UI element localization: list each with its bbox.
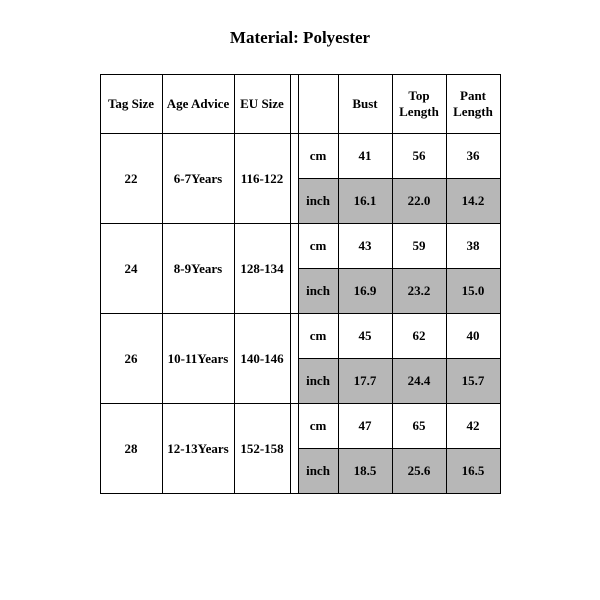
table-row: 2812-13Years152-158cm476542 [100, 404, 500, 449]
cell-top-cm: 62 [392, 314, 446, 359]
cell-bust-inch: 16.1 [338, 179, 392, 224]
cell-unit-cm: cm [298, 134, 338, 179]
col-unit [298, 75, 338, 134]
cell-eu-size: 152-158 [234, 404, 290, 494]
cell-unit-inch: inch [298, 359, 338, 404]
table-row: 2610-11Years140-146cm456240 [100, 314, 500, 359]
cell-eu-size: 128-134 [234, 224, 290, 314]
cell-top-inch: 22.0 [392, 179, 446, 224]
cell-age-advice: 8-9Years [162, 224, 234, 314]
table-row: 248-9Years128-134cm435938 [100, 224, 500, 269]
cell-bust-cm: 41 [338, 134, 392, 179]
cell-unit-inch: inch [298, 269, 338, 314]
cell-top-inch: 24.4 [392, 359, 446, 404]
cell-pant-cm: 42 [446, 404, 500, 449]
cell-top-cm: 59 [392, 224, 446, 269]
cell-bust-cm: 43 [338, 224, 392, 269]
cell-tag-size: 22 [100, 134, 162, 224]
cell-tag-size: 24 [100, 224, 162, 314]
col-eu-size: EU Size [234, 75, 290, 134]
cell-spacer [290, 224, 298, 314]
cell-bust-cm: 47 [338, 404, 392, 449]
cell-spacer [290, 404, 298, 494]
cell-unit-cm: cm [298, 404, 338, 449]
table-header-row: Tag Size Age Advice EU Size Bust TopLeng… [100, 75, 500, 134]
cell-spacer [290, 134, 298, 224]
col-pant-length: PantLength [446, 75, 500, 134]
material-title: Material: Polyester [0, 28, 600, 48]
cell-tag-size: 26 [100, 314, 162, 404]
cell-eu-size: 116-122 [234, 134, 290, 224]
cell-age-advice: 12-13Years [162, 404, 234, 494]
cell-top-inch: 23.2 [392, 269, 446, 314]
cell-top-inch: 25.6 [392, 449, 446, 494]
cell-unit-cm: cm [298, 224, 338, 269]
cell-unit-cm: cm [298, 314, 338, 359]
cell-top-cm: 56 [392, 134, 446, 179]
cell-top-cm: 65 [392, 404, 446, 449]
table-row: 226-7Years116-122cm415636 [100, 134, 500, 179]
cell-bust-inch: 18.5 [338, 449, 392, 494]
cell-pant-inch: 14.2 [446, 179, 500, 224]
cell-bust-cm: 45 [338, 314, 392, 359]
cell-pant-inch: 15.0 [446, 269, 500, 314]
cell-unit-inch: inch [298, 449, 338, 494]
cell-bust-inch: 16.9 [338, 269, 392, 314]
cell-pant-cm: 38 [446, 224, 500, 269]
cell-age-advice: 6-7Years [162, 134, 234, 224]
col-top-length: TopLength [392, 75, 446, 134]
cell-pant-cm: 36 [446, 134, 500, 179]
cell-tag-size: 28 [100, 404, 162, 494]
cell-pant-cm: 40 [446, 314, 500, 359]
size-chart-table: Tag Size Age Advice EU Size Bust TopLeng… [100, 74, 501, 494]
page: Material: Polyester Tag Size Age Advice … [0, 0, 600, 600]
col-age-advice: Age Advice [162, 75, 234, 134]
cell-bust-inch: 17.7 [338, 359, 392, 404]
cell-pant-inch: 15.7 [446, 359, 500, 404]
cell-spacer [290, 314, 298, 404]
col-bust: Bust [338, 75, 392, 134]
cell-pant-inch: 16.5 [446, 449, 500, 494]
cell-age-advice: 10-11Years [162, 314, 234, 404]
col-tag-size: Tag Size [100, 75, 162, 134]
cell-unit-inch: inch [298, 179, 338, 224]
col-spacer [290, 75, 298, 134]
cell-eu-size: 140-146 [234, 314, 290, 404]
